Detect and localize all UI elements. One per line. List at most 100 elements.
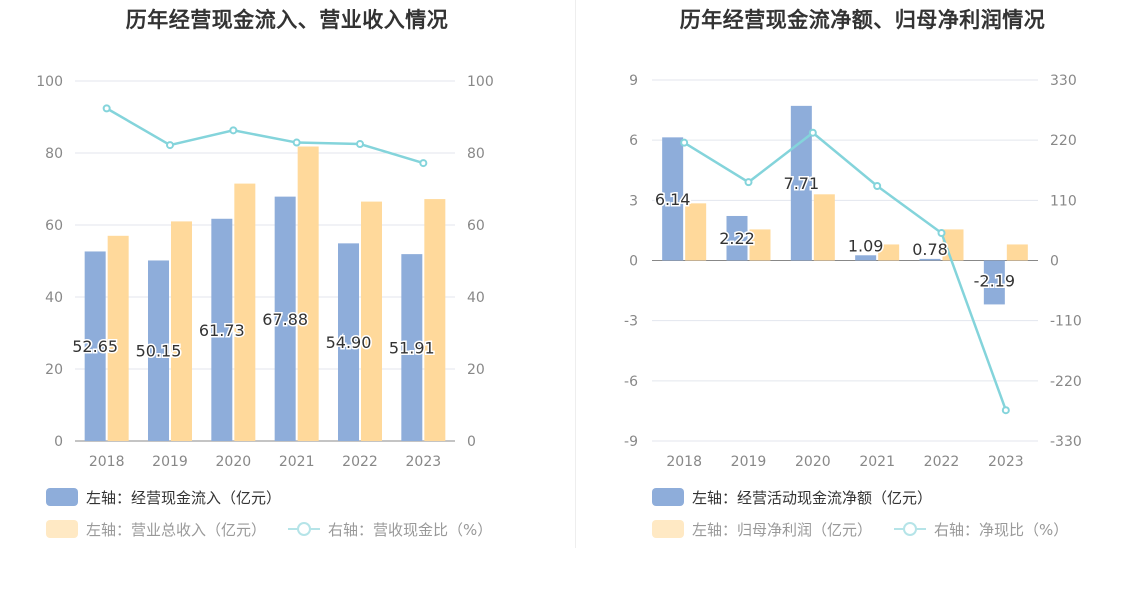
ratio-point bbox=[1001, 406, 1010, 415]
bar-data-label: 1.09 bbox=[848, 236, 884, 255]
left-tick-label: 20 bbox=[45, 362, 63, 378]
legend-row: 左轴：归母净利润（亿元） 右轴：净现比（%） bbox=[652, 518, 1090, 540]
right-tick-label: 0 bbox=[1050, 254, 1059, 270]
ratio-point bbox=[873, 182, 882, 191]
bar-cashflow bbox=[274, 196, 296, 441]
right-tick-label: 60 bbox=[467, 218, 485, 234]
bar-revenue bbox=[813, 194, 835, 261]
left-tick-label: 0 bbox=[629, 254, 638, 270]
bar-data-label: 52.65 bbox=[72, 337, 118, 356]
legend-swatch bbox=[652, 488, 684, 506]
left-tick-label: 80 bbox=[45, 146, 63, 162]
right-tick-label: 100 bbox=[467, 74, 494, 90]
x-tick-label: 2023 bbox=[406, 454, 442, 470]
legend-label: 左轴：经营活动现金流净额（亿元） bbox=[692, 488, 933, 507]
bar-data-label: 6.14 bbox=[655, 190, 691, 209]
left-tick-label: -3 bbox=[624, 314, 638, 330]
ratio-point bbox=[680, 138, 689, 147]
ratio-point bbox=[356, 140, 364, 148]
ratio-point bbox=[229, 126, 238, 135]
bar-cashflow bbox=[983, 260, 1005, 305]
bar-revenue bbox=[234, 183, 256, 441]
bar-cashflow bbox=[662, 137, 684, 261]
chart-svg: -9 -6 -3 0 3 6 9 -330 -220 -110 0 110 220 330 2018 2019… bbox=[624, 73, 1082, 470]
bar-revenue bbox=[878, 244, 900, 261]
legend-row: 左轴：经营活动现金流净额（亿元） bbox=[652, 486, 954, 508]
left-tick-label: -6 bbox=[624, 374, 638, 390]
x-tick-label: 2019 bbox=[731, 454, 767, 470]
x-tick-label: 2021 bbox=[279, 454, 315, 470]
bar-cashflow bbox=[211, 218, 233, 441]
left-tick-label: 0 bbox=[54, 434, 63, 450]
ratio-point bbox=[937, 228, 946, 237]
bar-revenue bbox=[297, 146, 319, 441]
bar-revenue bbox=[685, 203, 707, 261]
legend-item-net-cash-ratio[interactable]: 右轴：净现比（%） bbox=[894, 519, 1068, 540]
right-tick-label: -330 bbox=[1050, 434, 1082, 450]
legend-swatch bbox=[46, 488, 78, 506]
ratio-point bbox=[744, 178, 753, 187]
x-tick-label: 2020 bbox=[795, 454, 831, 470]
bar-revenue bbox=[1006, 244, 1028, 261]
right-tick-label: -110 bbox=[1050, 314, 1082, 330]
ratio-point bbox=[166, 141, 174, 150]
right-tick-label: -220 bbox=[1050, 374, 1082, 390]
right-tick-label: 0 bbox=[467, 434, 476, 450]
x-tick-label: 2022 bbox=[342, 454, 378, 470]
legend-label: 左轴：营业总收入（亿元） bbox=[86, 520, 267, 539]
legend-swatch bbox=[46, 520, 78, 538]
ratio-point bbox=[419, 159, 428, 168]
legend-item-net-cashflow[interactable]: 左轴：经营活动现金流净额（亿元） bbox=[652, 487, 932, 508]
legend-item-cash-inflow[interactable]: 左轴：经营现金流入（亿元） bbox=[46, 487, 281, 508]
left-tick-label: 9 bbox=[629, 73, 638, 89]
legend-item-total-revenue[interactable]: 左轴：营业总收入（亿元） bbox=[46, 519, 266, 540]
bar-cashflow bbox=[401, 254, 423, 441]
right-tick-label: 40 bbox=[467, 290, 485, 306]
right-tick-label: 80 bbox=[467, 146, 485, 162]
bar-revenue bbox=[424, 199, 446, 441]
ratio-point bbox=[292, 138, 301, 147]
bar-revenue bbox=[171, 221, 192, 441]
panel-divider bbox=[575, 0, 576, 548]
chart-panel-cashflow-revenue: 历年经营现金流入、营业收入情况 0 20 40 60 80 100 0 20 40 60 80 100… bbox=[36, 8, 514, 540]
chart-title: 历年经营现金流入、营业收入情况 bbox=[125, 8, 449, 32]
bar-data-label: 67.88 bbox=[262, 310, 308, 329]
bar-cashflow bbox=[726, 215, 748, 261]
legend-swatch bbox=[652, 520, 684, 538]
bar-cashflow bbox=[148, 260, 169, 441]
ratio-point bbox=[808, 128, 817, 137]
bar-cashflow bbox=[855, 255, 877, 261]
left-tick-label: 60 bbox=[45, 218, 63, 234]
ratio-line bbox=[106, 107, 424, 165]
bar-revenue bbox=[107, 235, 129, 441]
legend-line-swatch bbox=[894, 520, 927, 538]
bar-data-label: 7.71 bbox=[784, 174, 820, 193]
left-tick-label: 3 bbox=[629, 193, 638, 209]
bar-revenue bbox=[361, 201, 382, 441]
legend-line-swatch bbox=[288, 520, 321, 538]
legend-item-cash-ratio[interactable]: 右轴：营收现金比（%） bbox=[288, 519, 492, 540]
x-tick-label: 2018 bbox=[666, 454, 702, 470]
bar-cashflow bbox=[919, 258, 941, 261]
ratio-point bbox=[102, 104, 111, 113]
legend-label: 右轴：净现比（%） bbox=[934, 520, 1069, 539]
x-tick-label: 2018 bbox=[89, 454, 125, 470]
bar-data-label: 54.90 bbox=[326, 333, 372, 352]
x-tick-label: 2022 bbox=[924, 454, 960, 470]
chart-title: 历年经营现金流净额、归母净利润情况 bbox=[679, 8, 1046, 32]
chart-svg: 0 20 40 60 80 100 0 20 40 60 80 100 2018 2019 2020 2021… bbox=[36, 74, 494, 470]
bar-cashflow bbox=[338, 243, 359, 441]
bar-data-label: 2.22 bbox=[719, 229, 755, 248]
legend-item-net-profit[interactable]: 左轴：归母净利润（亿元） bbox=[652, 519, 872, 540]
x-tick-label: 2021 bbox=[859, 454, 895, 470]
bar-revenue bbox=[749, 229, 771, 261]
left-tick-label: 40 bbox=[45, 290, 63, 306]
x-tick-label: 2020 bbox=[216, 454, 252, 470]
right-tick-label: 20 bbox=[467, 362, 485, 378]
left-tick-label: 100 bbox=[36, 74, 63, 90]
bar-data-label: 51.91 bbox=[389, 339, 435, 358]
bar-cashflow bbox=[84, 251, 106, 441]
legend-row: 左轴：营业总收入（亿元） 右轴：营收现金比（%） bbox=[46, 518, 514, 540]
bar-data-label: 0.78 bbox=[912, 240, 948, 259]
ratio-line bbox=[683, 131, 1008, 411]
